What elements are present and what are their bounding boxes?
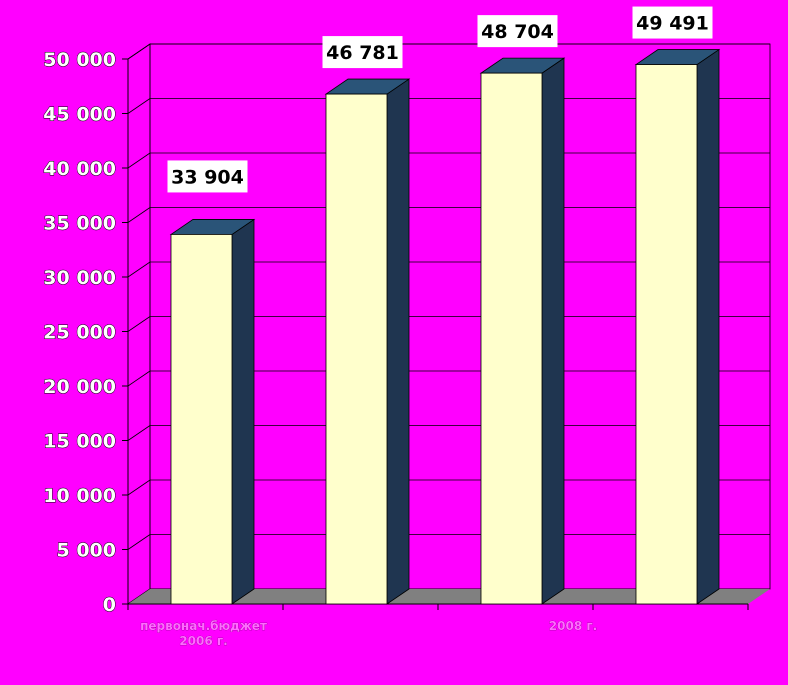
bar-side [231, 218, 255, 605]
bar [324, 78, 411, 605]
gridline-side [127, 534, 151, 550]
floor-plane [128, 589, 770, 604]
y-tick-label: 45 000 [43, 104, 116, 126]
y-tick-label: 35 000 [43, 213, 116, 235]
gridline-side [127, 316, 151, 332]
y-tick-label: 40 000 [43, 158, 116, 180]
bar [479, 57, 566, 605]
x-axis-category-labels: первонач.бюджет 2006 г. 2008 г. [140, 619, 598, 649]
gridline-side [127, 479, 151, 496]
bar-face [325, 93, 388, 605]
gridline-side [127, 370, 151, 387]
data-labels: 33 904 46 781 48 704 49 491 [167, 6, 713, 193]
y-tick-label: 0 [103, 594, 116, 616]
y-tick-label: 5 000 [57, 540, 117, 562]
data-label-box [477, 15, 558, 48]
category-label-line: первонач.бюджет [140, 619, 267, 633]
y-tick-label: 20 000 [43, 376, 116, 398]
y-tick-label: 25 000 [43, 322, 116, 344]
y-axis-tick-labels: 0 5 000 10 000 15 000 20 000 25 000 30 000 35 0… [43, 49, 117, 617]
data-label: 33 904 [167, 160, 248, 193]
data-label-box [167, 160, 248, 193]
category-label: 2008 г. [549, 619, 597, 633]
category-label: первонач.бюджет 2006 г. [140, 619, 267, 648]
gridline-side [127, 98, 151, 114]
data-label: 49 491 [632, 6, 713, 39]
gridline-side [127, 425, 151, 441]
bar-side [541, 57, 565, 605]
y-tick-label: 15 000 [43, 431, 116, 453]
data-label-value: 33 904 [171, 166, 244, 188]
data-label-box [632, 6, 713, 39]
bar-face [480, 72, 543, 605]
y-tick-label: 50 000 [43, 49, 116, 71]
bar-face [170, 234, 233, 605]
bar [169, 218, 256, 605]
gridline-side [127, 152, 151, 169]
data-label-box [322, 36, 403, 69]
data-label-value: 46 781 [326, 42, 399, 64]
chart-floor [128, 589, 770, 604]
y-tick-label: 30 000 [43, 267, 116, 289]
bar-side [696, 48, 720, 605]
y-tick-label: 10 000 [43, 485, 116, 507]
gridline-side [127, 207, 151, 223]
data-label-value: 49 491 [636, 13, 709, 35]
data-label: 48 704 [477, 15, 558, 48]
gridline-side [127, 43, 151, 60]
bars [169, 48, 721, 605]
category-label-line: 2008 г. [549, 619, 597, 633]
data-label: 46 781 [322, 36, 403, 69]
bar-side [386, 78, 410, 605]
bar [634, 48, 721, 605]
category-label-line: 2006 г. [179, 634, 227, 648]
gridline-side [127, 261, 151, 278]
bar-face [635, 64, 698, 605]
data-label-value: 48 704 [481, 21, 554, 43]
